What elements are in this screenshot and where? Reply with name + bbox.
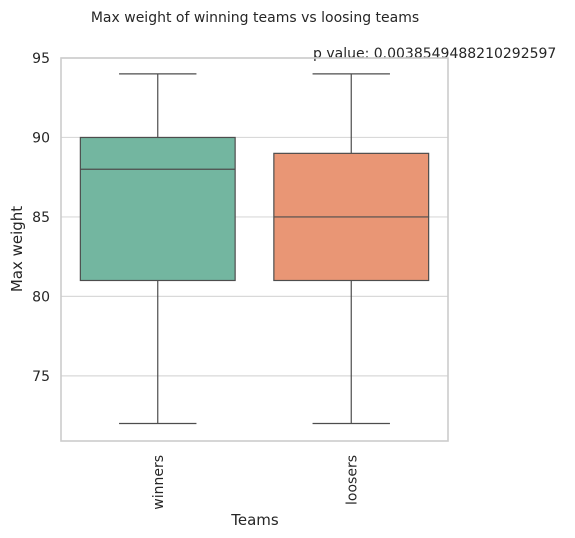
chart-title: Max weight of winning teams vs loosing t… (91, 10, 419, 26)
p-value-annotation: p value: 0.0038549488210292597 (313, 46, 556, 62)
winners-box (79, 136, 236, 282)
y-axis-label: Max weight (8, 206, 26, 292)
y-tick-label-95: 95 (32, 51, 50, 67)
y-tick-label-80: 80 (32, 289, 50, 305)
plot-frame (60, 57, 449, 442)
x-tick-labels: winners loosers (151, 455, 361, 510)
y-tick-label-75: 75 (32, 369, 50, 385)
x-tick-label-winners: winners (151, 455, 167, 510)
y-tick-labels: 75 80 85 90 95 (32, 51, 50, 385)
x-tick-label-loosers: loosers (344, 455, 360, 505)
box-series (79, 73, 430, 425)
y-tick-label-85: 85 (32, 210, 50, 226)
x-axis-label: Teams (230, 511, 279, 529)
y-tick-label-90: 90 (32, 130, 50, 146)
